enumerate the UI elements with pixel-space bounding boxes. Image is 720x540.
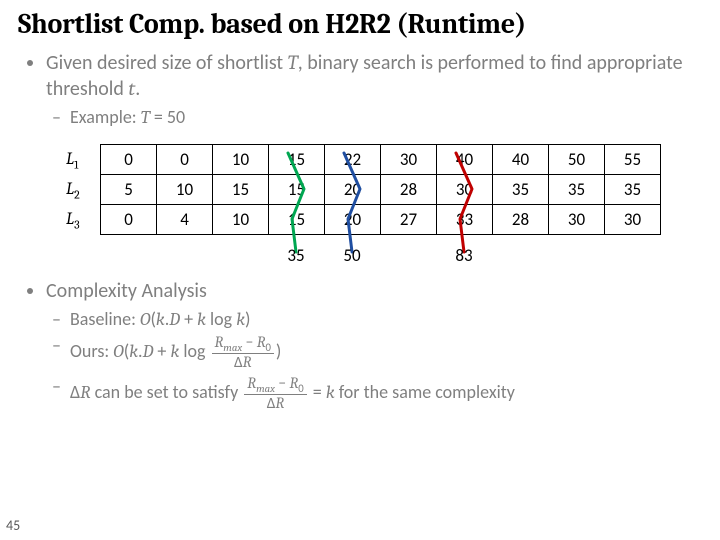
row-label-2: L2 — [66, 180, 96, 201]
data-table: 0010152230404050555101515202830353535041… — [100, 144, 661, 235]
table-cell: 5 — [101, 174, 157, 204]
table-cell: 22 — [325, 144, 381, 174]
table-cell: 35 — [493, 174, 549, 204]
example-bullet: Example: T = 50 — [70, 106, 702, 130]
table-cell: 10 — [213, 144, 269, 174]
complexity-heading: Complexity Analysis — [46, 279, 702, 304]
table-cell: 10 — [213, 204, 269, 234]
table-cell: 0 — [157, 144, 213, 174]
table-cell: 15 — [269, 174, 325, 204]
table-region: L1 L2 L3 0010152230404050555101515202830… — [66, 144, 676, 235]
delta-line: ΔR can be set to satisfy Rmax − R0 ΔR = … — [70, 375, 702, 412]
delta-fraction: Rmax − R0 ΔR — [242, 375, 308, 412]
table-cell: 55 — [605, 144, 661, 174]
table-cell: 35 — [549, 174, 605, 204]
table-cell: 30 — [381, 144, 437, 174]
table-row: 001015223040405055 — [101, 144, 661, 174]
sum-value: 83 — [436, 245, 492, 266]
table-cell: 15 — [269, 144, 325, 174]
table-cell: 20 — [325, 204, 381, 234]
intro-bullet: Given desired size of shortlist T, binar… — [46, 50, 702, 130]
table-cell: 50 — [549, 144, 605, 174]
table-row: 5101515202830353535 — [101, 174, 661, 204]
baseline-line: Baseline: O(k.D + k log k) — [70, 308, 702, 330]
row-label-3: L3 — [66, 210, 96, 231]
table-cell: 30 — [605, 204, 661, 234]
ours-fraction: Rmax − R0 ΔR — [210, 334, 276, 371]
table-cell: 40 — [437, 144, 493, 174]
table-cell: 28 — [381, 174, 437, 204]
slide: Shortlist Comp. based on H2R2 (Runtime) … — [0, 0, 720, 540]
table-cell: 20 — [325, 174, 381, 204]
table-cell: 30 — [437, 174, 493, 204]
ours-line: Ours: O(k.D + k log Rmax − R0 ΔR ) — [70, 334, 702, 371]
table-cell: 15 — [213, 174, 269, 204]
table-cell: 10 — [157, 174, 213, 204]
table-cell: 15 — [269, 204, 325, 234]
baseline-label: Baseline: — [70, 308, 140, 330]
sum-value: 35 — [268, 245, 324, 266]
sum-value: 50 — [324, 245, 380, 266]
table-cell: 4 — [157, 204, 213, 234]
table-cell: 33 — [437, 204, 493, 234]
table-cell: 0 — [101, 144, 157, 174]
table-row: 041015202733283030 — [101, 204, 661, 234]
row-label-1: L1 — [66, 150, 96, 171]
column-sums-row: 3550 83 — [100, 239, 660, 265]
table-cell: 28 — [493, 204, 549, 234]
table-cell: 35 — [605, 174, 661, 204]
table-cell: 30 — [549, 204, 605, 234]
table-cell: 27 — [381, 204, 437, 234]
page-number: 45 — [6, 517, 20, 534]
table-cell: 40 — [493, 144, 549, 174]
table-cell: 0 — [101, 204, 157, 234]
ours-label: Ours: — [70, 339, 113, 361]
slide-title: Shortlist Comp. based on H2R2 (Runtime) — [18, 8, 702, 40]
intro-text-1: Given desired size of shortlist T, binar… — [46, 51, 683, 101]
